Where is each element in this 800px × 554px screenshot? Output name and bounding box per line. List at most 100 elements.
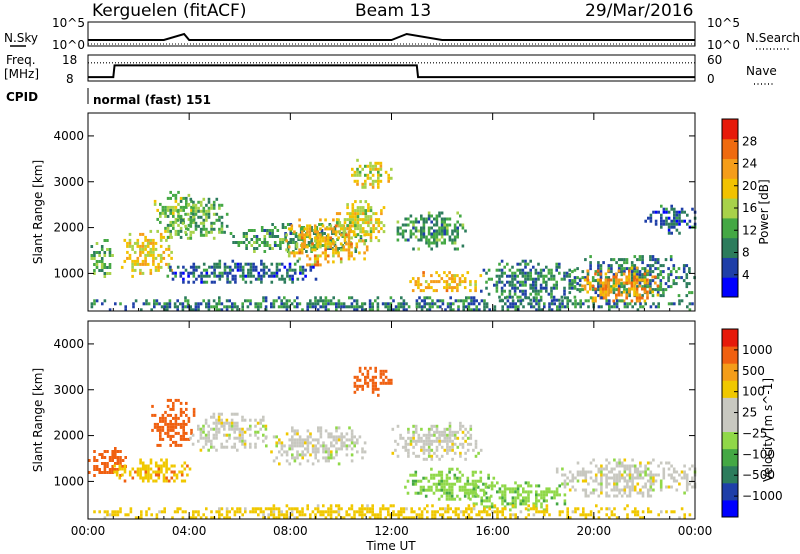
- power-cell: [220, 215, 224, 219]
- power-cell: [149, 247, 153, 251]
- power-cell: [254, 302, 257, 306]
- power-cell: [153, 299, 156, 303]
- velocity-cell: [165, 470, 168, 474]
- power-cell: [161, 205, 165, 209]
- power-cell: [626, 302, 629, 306]
- velocity-cell: [646, 494, 650, 498]
- noise-panel-frame: [87, 21, 696, 47]
- power-cell: [169, 220, 172, 224]
- velocity-cell: [167, 479, 171, 483]
- velocity-cell: [88, 471, 91, 474]
- velocity-cell: [189, 516, 192, 520]
- power-cell: [185, 226, 188, 230]
- velocity-cell: [615, 464, 619, 468]
- power-cell: [205, 218, 208, 222]
- power-cell: [186, 302, 190, 306]
- power-cell: [626, 305, 629, 309]
- velocity-cell: [366, 372, 370, 376]
- power-cell: [236, 305, 239, 309]
- power-cell: [234, 265, 237, 269]
- velocity-cell: [425, 433, 428, 437]
- power-cell: [461, 223, 465, 227]
- power-cell: [500, 271, 504, 275]
- velocity-cell: [424, 494, 428, 498]
- velocity-cell: [680, 476, 684, 480]
- velocity-cell: [301, 438, 304, 442]
- power-cell: [609, 278, 613, 282]
- velocity-cell: [584, 516, 588, 520]
- power-cell: [660, 216, 663, 220]
- velocity-cell: [555, 490, 559, 494]
- velocity-cell: [236, 412, 239, 416]
- power-cell: [641, 261, 644, 265]
- power-cell: [446, 223, 449, 227]
- power-cell: [630, 270, 634, 274]
- power-cell: [397, 302, 400, 306]
- power-cell: [511, 277, 514, 281]
- power-cell: [414, 280, 418, 284]
- power-cell: [617, 267, 621, 271]
- velocity-cell: [485, 499, 489, 503]
- power-cell: [673, 207, 676, 211]
- power-cell: [604, 272, 608, 276]
- power-cell: [210, 224, 213, 228]
- velocity-cell: [503, 499, 507, 503]
- velocity-cell: [448, 430, 452, 434]
- velocity-cell: [306, 429, 310, 433]
- velocity-cell: [607, 494, 611, 498]
- power-cell: [641, 278, 644, 282]
- power-cell: [364, 239, 368, 243]
- power-cell: [218, 296, 221, 300]
- power-cell: [387, 308, 390, 312]
- velocity-cell: [584, 476, 588, 480]
- velocity-cell: [553, 490, 556, 494]
- power-cell: [168, 299, 172, 303]
- velocity-cell: [440, 454, 444, 458]
- velocity-cell: [236, 421, 239, 425]
- power-cell: [691, 207, 694, 211]
- power-cell: [242, 241, 246, 244]
- power-cell: [394, 305, 398, 309]
- power-cell: [197, 274, 201, 278]
- velocity-cell: [288, 447, 291, 451]
- power-cell: [98, 251, 101, 254]
- power-cell: [158, 302, 161, 306]
- power-cell: [625, 258, 629, 262]
- velocity-cell: [139, 467, 142, 471]
- power-cell: [144, 244, 147, 248]
- power-cell: [529, 268, 532, 272]
- power-cell: [452, 308, 455, 312]
- power-cell: [342, 302, 346, 306]
- velocity-cell: [259, 421, 262, 425]
- power-cell: [583, 287, 587, 291]
- power-cell: [376, 302, 380, 306]
- power-cell: [331, 232, 334, 235]
- power-cell: [136, 256, 140, 260]
- power-cell: [292, 241, 295, 244]
- power-cell: [250, 238, 254, 241]
- power-cell: [424, 286, 428, 290]
- velocity-cell: [192, 407, 196, 411]
- power-cell: [589, 264, 592, 268]
- power-cell: [192, 274, 196, 278]
- velocity-cell: [613, 488, 616, 492]
- velocity-cell: [484, 482, 488, 486]
- velocity-cell: [607, 482, 611, 486]
- power-cell: [166, 302, 169, 306]
- power-cell: [153, 202, 157, 206]
- power-cell: [319, 296, 322, 300]
- velocity-cell: [397, 513, 400, 517]
- velocity-cell: [480, 502, 483, 506]
- power-cell: [527, 296, 530, 300]
- power-cell: [170, 250, 173, 254]
- velocity-cell: [613, 482, 616, 486]
- power-cell: [633, 267, 637, 271]
- velocity-cell: [124, 456, 127, 459]
- velocity-cell: [485, 513, 489, 517]
- velocity-cell: [407, 451, 410, 455]
- power-cell: [433, 217, 436, 221]
- power-cell: [380, 209, 383, 213]
- power-cell: [417, 280, 420, 284]
- power-cell: [319, 233, 322, 237]
- power-cell: [106, 266, 109, 269]
